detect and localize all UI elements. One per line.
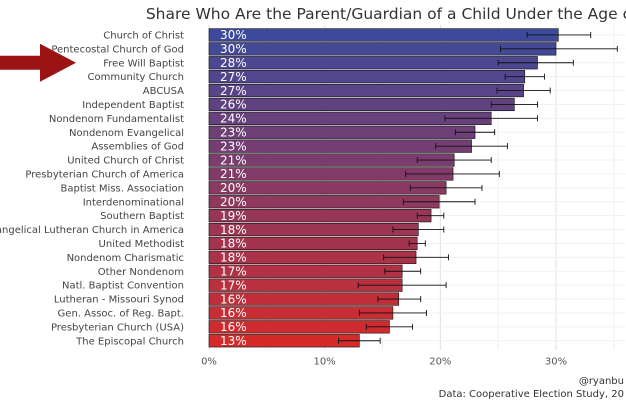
value-label-united-church-of-christ: 21% (220, 153, 247, 167)
value-label-nondenom-fundamentalist: 24% (220, 112, 247, 126)
bar-assemblies-of-god (208, 139, 472, 153)
value-label-independent-baptist: 26% (220, 98, 247, 112)
error-bars (338, 31, 618, 344)
value-label-assemblies-of-god: 23% (220, 139, 247, 153)
bar-community-church (208, 70, 526, 84)
category-label-interdenominational: Interdenominational (83, 197, 184, 208)
category-label-the-episcopal-church: The Episcopal Church (75, 336, 184, 347)
category-labels: Church of Christ Pentecostal Church of Go… (0, 30, 184, 347)
value-label-pentecostal-church-of-god: 30% (220, 42, 247, 56)
category-label-church-of-christ: Church of Christ (103, 30, 184, 41)
category-label-evangelical-lutheran-church-in-america: Evangelical Lutheran Church in America (0, 225, 184, 236)
x-tick-20: 20% (429, 357, 451, 368)
value-label-evangelical-lutheran-church-in-america: 18% (220, 223, 247, 237)
value-label-nondenom-evangelical: 23% (220, 125, 247, 139)
bar-nondenom-evangelical (208, 125, 476, 139)
value-label-free-will-baptist: 28% (220, 56, 247, 70)
x-tick-labels: 0% 10% 20% 30% (201, 357, 567, 368)
category-label-community-church: Community Church (88, 72, 184, 83)
x-tick-30: 30% (545, 357, 567, 368)
value-label-the-episcopal-church: 13% (220, 334, 247, 348)
value-label-other-nondenom: 17% (220, 264, 247, 278)
category-label-united-methodist: United Methodist (99, 239, 185, 250)
category-label-gen-assoc-of-reg-bapt: Gen. Assoc. of Reg. Bapt. (58, 308, 184, 319)
bars (208, 28, 559, 348)
value-label-gen-assoc-of-reg-bapt: 16% (220, 306, 247, 320)
bar-abcusa (208, 83, 524, 98)
x-tick-10: 10% (314, 357, 336, 368)
category-label-free-will-baptist: Free Will Baptist (103, 58, 184, 69)
x-tick-0: 0% (201, 357, 217, 368)
value-label-interdenominational: 20% (220, 195, 247, 209)
value-label-natl-baptist-convention: 17% (220, 278, 247, 292)
category-label-nondenom-evangelical: Nondenom Evangelical (69, 128, 184, 139)
bar-church-of-christ (208, 28, 559, 42)
value-label-united-methodist: 18% (220, 237, 247, 251)
bar-independent-baptist (208, 97, 515, 112)
category-label-pentecostal-church-of-god: Pentecostal Church of God (51, 44, 184, 55)
category-label-assemblies-of-god: Assemblies of God (91, 142, 184, 153)
bar-free-will-baptist (208, 56, 538, 70)
value-label-baptist-miss-association: 20% (220, 181, 247, 195)
chart-title: Share Who Are the Parent/Guardian of a C… (146, 5, 626, 23)
category-label-lutheran-missouri-synod: Lutheran - Missouri Synod (54, 295, 184, 306)
value-label-presbyterian-church-of-america: 21% (220, 167, 247, 181)
value-label-nondenom-charismatic: 18% (220, 251, 247, 265)
category-label-natl-baptist-convention: Natl. Baptist Convention (62, 281, 184, 292)
category-label-nondenom-fundamentalist: Nondenom Fundamentalist (49, 114, 184, 125)
arrow-icon (0, 43, 76, 82)
category-label-independent-baptist: Independent Baptist (82, 100, 184, 111)
value-label-presbyterian-church-usa: 16% (220, 320, 247, 334)
category-label-abcusa: ABCUSA (143, 86, 184, 97)
value-label-abcusa: 27% (220, 84, 247, 98)
category-label-presbyterian-church-usa: Presbyterian Church (USA) (51, 322, 184, 333)
value-label-lutheran-missouri-synod: 16% (220, 292, 247, 306)
category-label-nondenom-charismatic: Nondenom Charismatic (67, 253, 184, 264)
value-label-church-of-christ: 30% (220, 28, 247, 42)
category-label-other-nondenom: Other Nondenom (98, 267, 184, 278)
category-label-presbyterian-church-of-america: Presbyterian Church of America (25, 169, 184, 180)
category-label-southern-baptist: Southern Baptist (100, 211, 184, 222)
value-label-southern-baptist: 19% (220, 209, 247, 223)
category-label-united-church-of-christ: United Church of Christ (67, 156, 184, 167)
caption-source: Data: Cooperative Election Study, 20 (439, 389, 624, 400)
value-labels: 30%30%28%27%27%26%24%23%23%21%21%20%20%1… (220, 28, 247, 348)
caption-handle: @ryanbu (579, 376, 624, 387)
annotation-arrow (0, 43, 76, 82)
category-label-baptist-miss-association: Baptist Miss. Association (61, 183, 184, 194)
value-label-community-church: 27% (220, 70, 247, 84)
